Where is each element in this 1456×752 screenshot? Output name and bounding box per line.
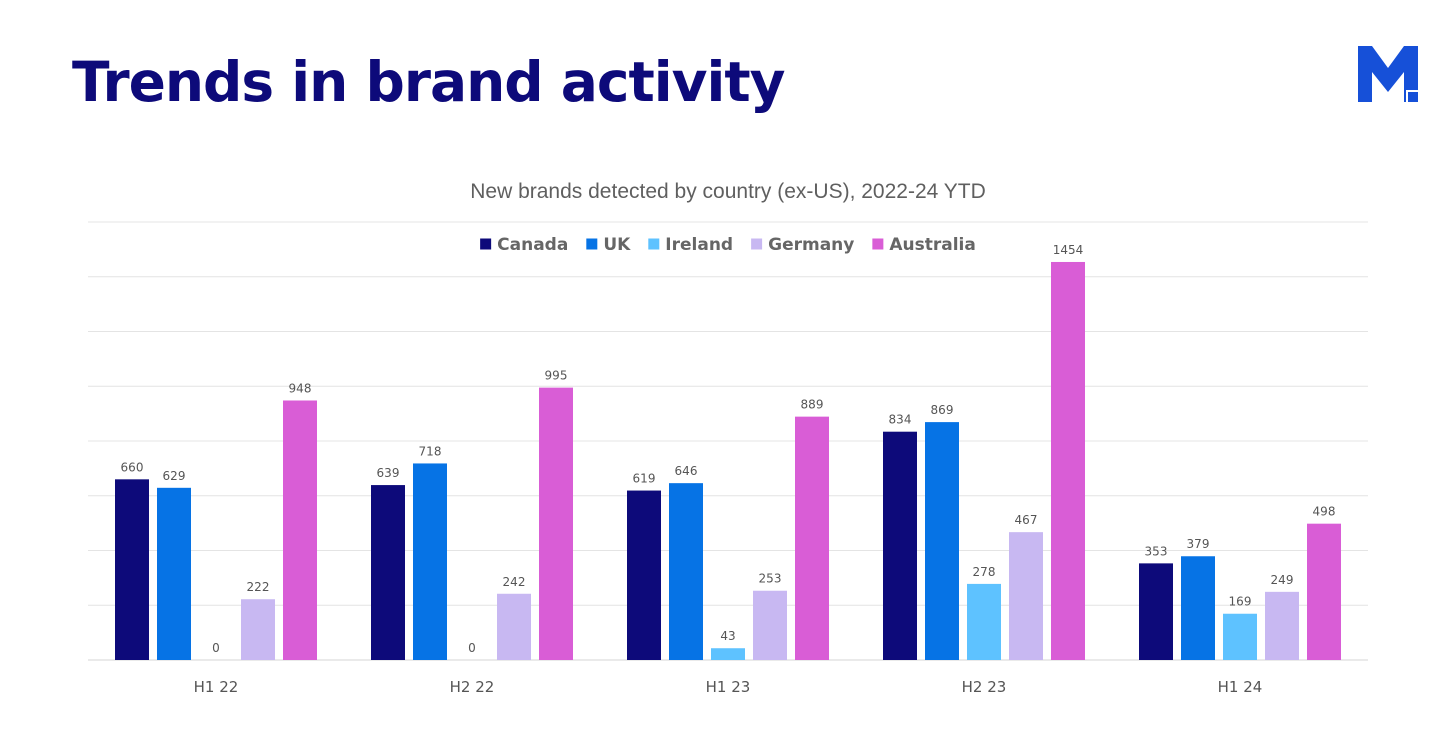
data-label: 619 [633, 472, 656, 486]
bar-uk-h1-23 [669, 483, 703, 660]
bar-canada-h1-23 [627, 490, 661, 660]
legend-label: Germany [768, 235, 854, 255]
data-label: 498 [1313, 505, 1336, 519]
x-axis-ticks: H1 22 H2 22 H1 23 H2 23 H1 24 [194, 678, 1263, 696]
bar-germany-h1-24 [1265, 591, 1299, 660]
data-label: 834 [889, 413, 912, 427]
bar-ireland-h2-23 [967, 583, 1001, 660]
data-label: 639 [377, 466, 400, 480]
bar-canada-h1-22 [115, 479, 149, 660]
data-label: 278 [973, 565, 996, 579]
data-label: 242 [503, 575, 526, 589]
data-label: 0 [212, 641, 220, 655]
bar-germany-h2-23 [1009, 532, 1043, 660]
data-label: 0 [468, 641, 476, 655]
chart-title: New brands detected by country (ex-US), … [470, 180, 986, 203]
bar-layer [115, 261, 1341, 660]
page-title: Trends in brand activity [72, 50, 785, 114]
bar-australia-h2-22 [539, 387, 573, 660]
legend-item-germany: Germany [751, 235, 854, 255]
data-label-layer: 660 629 0 222 948 639 718 0 242 995 619 646 43 253 889… [121, 243, 1336, 655]
data-label: 249 [1271, 573, 1294, 587]
data-label: 253 [759, 572, 782, 586]
bar-germany-h1-22 [241, 599, 275, 660]
x-tick-label: H1 23 [706, 678, 751, 696]
data-label: 467 [1015, 513, 1038, 527]
data-label: 660 [121, 460, 144, 474]
bar-canada-h2-23 [883, 431, 917, 660]
data-label: 629 [163, 469, 186, 483]
legend-swatch [872, 238, 884, 250]
data-label: 646 [675, 464, 698, 478]
legend-swatch [751, 238, 763, 250]
data-label: 948 [289, 381, 312, 395]
data-label: 353 [1145, 544, 1168, 558]
bar-germany-h1-23 [753, 590, 787, 660]
legend-label: Ireland [665, 235, 733, 255]
legend-item-canada: Canada [480, 235, 568, 255]
legend-swatch [480, 238, 492, 250]
legend-swatch [586, 238, 598, 250]
legend-item-australia: Australia [872, 235, 976, 255]
data-label: 995 [545, 369, 568, 383]
bar-uk-h1-22 [157, 487, 191, 660]
data-label: 1454 [1053, 243, 1084, 257]
logo-m-shape [1358, 46, 1418, 102]
bar-australia-h1-24 [1307, 523, 1341, 660]
x-tick-label: H2 22 [450, 678, 495, 696]
bar-uk-h2-23 [925, 422, 959, 660]
bar-uk-h1-24 [1181, 556, 1215, 660]
legend-item-uk: UK [586, 235, 631, 255]
legend-label: Australia [889, 235, 976, 255]
data-label: 718 [419, 444, 442, 458]
data-label: 889 [801, 398, 824, 412]
legend: Canada UK Ireland Germany Australia [480, 235, 976, 255]
data-label: 379 [1187, 537, 1210, 551]
bar-australia-h1-23 [795, 416, 829, 660]
grid-layer [88, 221, 1368, 661]
brand-logo: M [1358, 46, 1418, 102]
x-tick-label: H1 24 [1218, 678, 1263, 696]
data-label: 169 [1229, 595, 1252, 609]
legend-label: Canada [497, 235, 568, 255]
bar-canada-h2-22 [371, 485, 405, 660]
x-tick-label: H2 23 [962, 678, 1007, 696]
data-label: 43 [720, 629, 735, 643]
legend-item-ireland: Ireland [648, 235, 733, 255]
bar-ireland-h1-23 [711, 648, 745, 660]
bar-canada-h1-24 [1139, 563, 1173, 660]
bar-australia-h2-23 [1051, 261, 1085, 660]
bar-uk-h2-22 [413, 463, 447, 660]
bar-australia-h1-22 [283, 400, 317, 660]
bar-germany-h2-22 [497, 593, 531, 660]
data-label: 869 [931, 403, 954, 417]
bar-ireland-h1-24 [1223, 613, 1257, 660]
legend-label: UK [603, 235, 631, 255]
data-label: 222 [247, 580, 270, 594]
legend-swatch [648, 238, 660, 250]
x-tick-label: H1 22 [194, 678, 239, 696]
